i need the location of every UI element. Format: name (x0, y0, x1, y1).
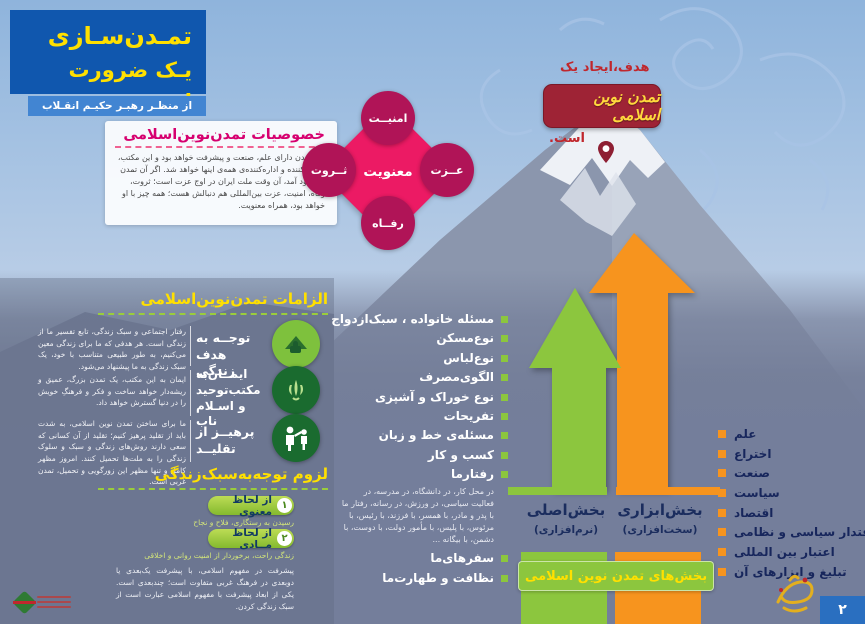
header-subtitle: از منظـر رهبـر حکیـم انقـلاب (28, 96, 206, 116)
list-item: اختراع (706, 444, 862, 464)
tools-arrow-label: بخش‌ابزاری (617, 501, 703, 519)
goal-post-text: است. (549, 131, 585, 146)
page-number-badge: ۲ (820, 596, 865, 624)
green-bullet-icon (501, 451, 508, 459)
features-card: خصوصیات تمدن‌نوین‌اسلامی این تمدن دارای … (105, 121, 337, 225)
behavior-detail-text: در محل کار، در دانشگاه، در مدرسه، در فعا… (341, 486, 494, 545)
main-arrow-label: بخش‌اصلی (526, 501, 606, 519)
petal-center-spirituality: معنویت (363, 164, 413, 180)
publisher-logo (12, 588, 86, 616)
main-arrow-foot (508, 487, 607, 495)
green-bullet-icon (501, 555, 508, 563)
requirement-title: توجــه به هدف زندگی (196, 330, 251, 378)
point-number-badge: ۲ (277, 531, 292, 546)
green-bullet-icon (501, 316, 508, 323)
list-item-behavior: رفتارما (330, 465, 508, 484)
point-desc: رسیدن به رستگاری، فلاح و نجاح (193, 518, 294, 527)
list-item: مسئله خانواده ، سبک‌ازدواج (330, 310, 508, 329)
list-item: نوع‌مسکن (330, 329, 508, 348)
requirements-title: الزامات تمدن‌نوین‌اسلامی (140, 290, 328, 308)
main-section-list: مسئله خانواده ، سبک‌ازدواج نوع‌مسکن نوع‌… (330, 310, 508, 588)
green-bullet-icon (501, 374, 508, 382)
divider (190, 370, 191, 416)
main-arrow-sublabel: (نرم‌افزاری) (533, 524, 599, 536)
petal-wealth: ثــروت (302, 143, 356, 197)
hand-goal-icon (272, 320, 320, 368)
gold-calligraphy-seal (776, 574, 814, 613)
divider (190, 326, 191, 366)
green-bullet-icon (501, 432, 508, 440)
orange-bullet-icon (718, 429, 726, 438)
orange-bullet-icon (718, 567, 726, 576)
lifestyle-point-1: ۱ از لحاظ معنوی (208, 493, 294, 518)
dotted-divider-green-1 (98, 313, 328, 315)
orange-bullet-icon (718, 547, 726, 556)
list-item: صنعت (706, 463, 862, 483)
green-bullet-icon (501, 393, 508, 401)
lifestyle-point-2: ۲ از لحاظ مــادی (208, 526, 294, 551)
orange-bullet-icon (718, 528, 726, 537)
list-item: کسب و کار (330, 446, 508, 465)
header-title-line1: تمـدن‌سـازی (47, 22, 192, 50)
list-item: تبلیغ و ابزارهای آن (706, 562, 862, 582)
main-arrow (529, 288, 621, 490)
petal-dignity: عــزت (420, 143, 474, 197)
features-title: خصوصیات تمدن‌نوین‌اسلامی (123, 127, 325, 143)
publisher-text-lines (37, 593, 71, 611)
people-imitation-icon (272, 414, 320, 462)
tools-arrow-foot (616, 487, 720, 495)
goal-pre-text: هدف،ایجاد یک (560, 60, 650, 75)
dotted-divider-green-2 (98, 488, 328, 490)
tools-arrow (589, 233, 695, 490)
green-bullet-icon (501, 574, 508, 582)
point-label: از لحاظ مــادی (232, 526, 272, 551)
green-bullet-icon (501, 335, 508, 343)
requirement-title: ایمــان‌به مکتب‌توحید و اسـلام ناب (196, 367, 261, 429)
orange-bullet-icon (718, 488, 726, 497)
petal-welfare: رفــاه (361, 196, 415, 250)
map-pin-icon (598, 141, 614, 163)
list-item: اقتدار سیاسی و نظامی (706, 522, 865, 542)
point-desc: زندگی راحت، برخوردار از امنیت روانی و اخ… (144, 551, 294, 560)
list-item: اقتصاد (706, 503, 862, 523)
green-bullet-icon (501, 413, 508, 421)
list-item: اعتبار بین المللی (706, 542, 862, 562)
orange-bullet-icon (718, 469, 726, 478)
divider (190, 420, 191, 462)
point-label: از لحاظ معنوی (232, 493, 272, 518)
list-item: سیاست (706, 483, 862, 503)
requirement-desc: ایمان به این مکتب، یک تمدن بزرگ، عمیق و … (38, 375, 186, 408)
dotted-divider-pink (115, 146, 325, 148)
list-item: تفریحات (330, 407, 508, 426)
iran-emblem-icon (272, 366, 320, 414)
list-item: سفرهای‌ما (330, 549, 508, 568)
green-bullet-icon (501, 354, 508, 362)
green-bullet-icon (501, 471, 508, 479)
features-paragraph: این تمدن دارای علم، صنعت و پیشرفت خواهد … (117, 153, 325, 210)
list-item: نوع‌لباس (330, 349, 508, 368)
list-item: علم (706, 424, 862, 444)
slate-overlay (0, 270, 865, 624)
tools-arrow-sublabel: (سخت‌افزاری) (622, 524, 698, 536)
lifestyle-paragraph: پیشرفت در مفهوم اسلامی، با پیشرفت یک‌بعد… (116, 566, 294, 611)
orange-bullet-icon (718, 508, 726, 517)
requirement-title: پرهیــز از تقلیــد (196, 424, 255, 456)
goal-banner: تمدن نوین اسلامی (543, 84, 661, 128)
list-item: الگوی‌مصرف (330, 368, 508, 387)
lifestyle-title: لزوم توجه‌به‌سبک‌زندگی (154, 465, 328, 483)
point-number-badge: ۱ (277, 498, 292, 513)
list-item: نوع خوراک و آشپزی (330, 388, 508, 407)
list-item: نظافت و طهارت‌ما (330, 569, 508, 588)
list-item: مسئله‌ی خط و زبان (330, 426, 508, 445)
requirement-desc: ما برای ساختن تمدن نوین اسلامی، به شدت ب… (38, 419, 186, 487)
requirement-desc: رفتار اجتماعی و سبک زندگی، تابع تفسیر ما… (38, 327, 186, 371)
orange-bullet-icon (718, 449, 726, 458)
tools-section-list: علم اختراع صنعت سیاست اقتصاد اقتدار سیاس… (706, 424, 865, 582)
petal-security: امنیــت (361, 91, 415, 145)
sections-caption: بخش‌های تمدن نوین اسلامی (518, 561, 714, 591)
